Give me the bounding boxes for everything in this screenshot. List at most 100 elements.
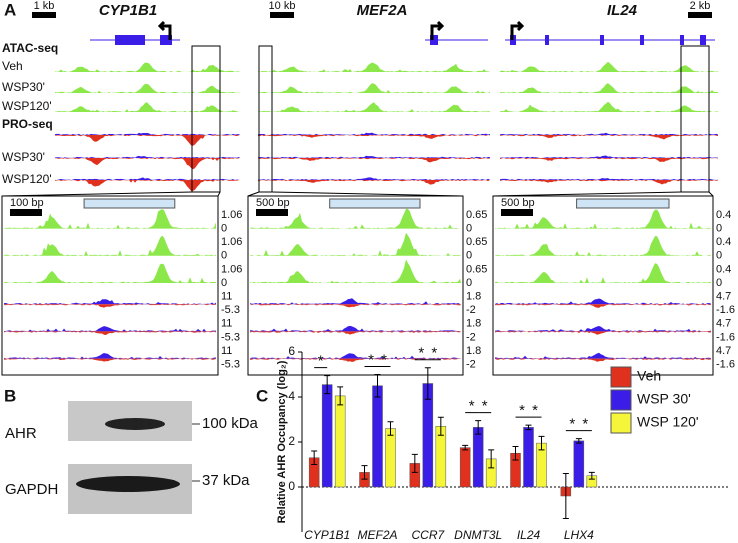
- error-bar: [424, 367, 431, 400]
- signal-track: [258, 158, 490, 163]
- tss-arrow: [430, 20, 445, 40]
- signal-track: [250, 358, 461, 363]
- track-label: WSP30': [2, 150, 45, 164]
- bar: [334, 395, 346, 488]
- signal-track: [500, 135, 718, 140]
- track-scale: 1.06: [221, 236, 242, 248]
- track-scale: 0: [716, 250, 722, 262]
- signal-track: [500, 155, 718, 158]
- track-label: WSP120': [2, 172, 52, 186]
- error-bar: [538, 435, 545, 451]
- signal-track: [258, 177, 490, 180]
- signal-track: [4, 263, 216, 283]
- band: [105, 418, 165, 430]
- zoom-line: [217, 191, 221, 197]
- significance-label: *: [381, 351, 387, 368]
- assay-label: ATAC-seq: [2, 41, 58, 55]
- error-bar: [575, 438, 582, 444]
- highlight-box: [680, 45, 710, 193]
- error-bar: [324, 375, 331, 395]
- region-bar: [329, 198, 421, 209]
- track-scale: 1.8: [466, 345, 481, 357]
- track-scale: 4.7: [716, 291, 731, 303]
- track-scale: 0: [221, 277, 227, 289]
- signal-track: [4, 304, 216, 308]
- error-bar: [525, 424, 532, 431]
- x-tick-label: IL24: [517, 528, 541, 542]
- region-bar: [576, 198, 670, 209]
- track-scale: -2: [466, 331, 476, 343]
- bar: [459, 447, 471, 488]
- signal-track: [250, 259, 461, 283]
- track-scale: 1.8: [466, 318, 481, 330]
- panel-label: B: [4, 386, 16, 405]
- exon: [545, 35, 549, 45]
- signal-track: [4, 209, 216, 229]
- legend-label: Veh: [637, 368, 661, 384]
- track-scale: 11: [221, 291, 232, 303]
- exon: [600, 35, 604, 45]
- error-bar: [588, 471, 595, 480]
- signal-track: [495, 209, 711, 229]
- bar: [321, 384, 333, 488]
- x-tick-label: LHX4: [564, 528, 594, 542]
- scale-bar: [256, 209, 288, 216]
- track-scale: -1.6: [716, 359, 735, 371]
- signal-track: [500, 178, 718, 180]
- track-label: WSP30': [2, 80, 45, 94]
- track-scale: 0: [221, 250, 227, 262]
- scale-label: 2 kb: [690, 0, 711, 12]
- track-scale: 4.7: [716, 345, 731, 357]
- signal-track: [495, 358, 711, 362]
- signal-track: [55, 180, 240, 191]
- track-scale: 11: [221, 345, 232, 357]
- signal-track: [495, 298, 711, 305]
- legend-swatch: [610, 366, 632, 388]
- error-bar: [475, 420, 482, 435]
- x-tick-label: DNMT3L: [454, 528, 502, 542]
- track-scale: 4.7: [716, 318, 731, 330]
- scale-label: 10 kb: [269, 0, 296, 12]
- signal-track: [4, 353, 216, 359]
- y-tick-label: 2: [288, 434, 295, 448]
- signal-track: [250, 325, 461, 332]
- signal-track: [4, 326, 216, 332]
- x-tick-label: CCR7: [411, 528, 445, 542]
- exon: [700, 35, 706, 45]
- scale-bar: [10, 209, 42, 216]
- region-bar: [83, 198, 176, 209]
- tss-arrow: [157, 20, 172, 40]
- track-scale: 0.4: [716, 263, 731, 275]
- signal-track: [495, 236, 711, 256]
- exon: [680, 35, 684, 45]
- zoom-line: [492, 191, 682, 197]
- zoom-box: [492, 195, 714, 376]
- signal-track: [258, 135, 490, 139]
- scale-bar: [270, 12, 294, 18]
- significance-label: *: [469, 398, 475, 415]
- signal-track: [250, 232, 461, 256]
- gene-name: MEF2A: [357, 2, 408, 19]
- signal-track: [250, 304, 461, 308]
- y-tick-label: 4: [288, 389, 295, 403]
- signal-track: [495, 325, 711, 332]
- signal-track: [258, 83, 490, 93]
- significance-label: *: [582, 416, 588, 433]
- bar: [472, 427, 484, 488]
- signal-track: [500, 61, 718, 72]
- track-scale: 0.65: [466, 236, 487, 248]
- signal-track: [55, 155, 240, 158]
- signal-track: [258, 62, 490, 72]
- significance-label: *: [569, 416, 575, 433]
- exon: [430, 35, 438, 45]
- size-label: 100 kDa: [202, 415, 259, 432]
- track-scale: 0: [716, 223, 722, 235]
- track-scale: -5.3: [221, 331, 240, 343]
- western-blot: AHR GAPDH 100 kDa 37 kDa: [5, 401, 259, 514]
- signal-track: [258, 132, 490, 135]
- scale-label: 500 bp: [501, 197, 535, 209]
- significance-label: *: [418, 345, 424, 362]
- zoom-line: [708, 191, 714, 197]
- signal-track: [500, 101, 718, 112]
